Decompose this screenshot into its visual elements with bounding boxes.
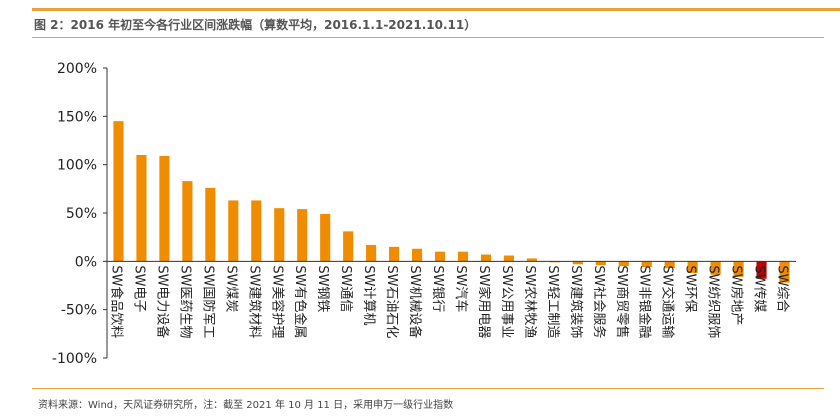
bar-3: [182, 181, 193, 262]
category-label: SW公用事业: [499, 265, 514, 338]
bar-23: [641, 261, 652, 268]
y-tick-label: 200%: [57, 61, 97, 77]
category-label: SW建筑装饰: [568, 265, 584, 338]
category-label: SW环保: [683, 265, 698, 312]
bar-group: [113, 121, 790, 283]
category-label: SW商贸零售: [614, 265, 630, 338]
bar-15: [457, 251, 469, 262]
y-tick-label: 150%: [57, 109, 97, 125]
category-label: SW交通运输: [660, 265, 676, 338]
category-label: SW社会服务: [591, 265, 607, 338]
bar-11: [366, 244, 377, 262]
y-tick-label: 100%: [57, 158, 97, 174]
category-label: SW房地产: [729, 265, 745, 325]
axes-group: -100% -50% 0% 50% 100% 150% 200%: [52, 61, 796, 367]
category-label: SW机械设备: [407, 265, 423, 338]
bar-22: [618, 261, 629, 267]
bar-18: [526, 258, 537, 262]
bar-29: [779, 261, 790, 283]
category-label: SW非银金融: [637, 265, 653, 338]
category-label: SW电力设备: [154, 265, 170, 338]
bar-25: [687, 261, 698, 273]
category-label: SW医药生物: [177, 265, 192, 338]
bar-6: [251, 200, 262, 262]
y-tick-label: 50%: [66, 206, 97, 222]
category-label: SW食品饮料: [108, 265, 124, 338]
category-label: SW钢铁: [315, 265, 330, 312]
category-label: SW家用电器: [476, 265, 492, 338]
bar-0: [113, 121, 124, 262]
bar-28: [756, 261, 767, 279]
title-divider: [32, 37, 824, 38]
bar-7: [274, 208, 285, 262]
category-label: SW综合: [775, 265, 790, 312]
bar-9: [320, 213, 331, 262]
bar-12: [389, 246, 400, 262]
bar-5: [228, 200, 239, 262]
y-tick-label: -100%: [52, 351, 97, 367]
category-label: SW轻工制造: [545, 265, 560, 338]
category-label: SW国防军工: [200, 265, 216, 338]
bar-2: [159, 155, 170, 262]
bar-26: [710, 261, 721, 275]
bar-17: [503, 255, 514, 262]
category-label: SW汽车: [453, 265, 469, 312]
category-label: SW农林牧渔: [522, 265, 537, 338]
category-label: SW美容护理: [269, 265, 285, 338]
category-label: SW煤炭: [223, 265, 238, 312]
source-divider: [32, 388, 824, 389]
y-tick-label: -50%: [61, 303, 97, 319]
category-label: SW纺织服饰: [706, 265, 721, 338]
category-label: SW传媒: [752, 265, 767, 312]
bar-4: [205, 187, 216, 262]
source-note: 资料来源：Wind，天风证券研究所，注：截至 2021 年 10 月 11 日，…: [38, 400, 454, 411]
category-label: SW有色金属: [292, 265, 308, 338]
bar-20: [572, 261, 583, 265]
category-label-group: SW食品饮料 SW电子 SW电力设备 SW医药生物 SW国防军工 SW煤炭 SW建筑材料 SW…: [108, 265, 789, 338]
bar-8: [297, 209, 308, 262]
category-label: SW石油石化: [384, 265, 399, 338]
bar-10: [343, 231, 354, 262]
category-label: SW电子: [131, 265, 146, 312]
category-label: SW计算机: [361, 265, 376, 325]
top-accent-rule: [32, 8, 840, 11]
category-label: SW建筑材料: [246, 265, 262, 338]
y-tick-label: 0%: [75, 254, 97, 270]
bar-13: [412, 248, 423, 262]
bar-27: [733, 261, 744, 277]
bar-14: [434, 251, 446, 262]
bar-24: [664, 261, 675, 269]
figure-title: 图 2：2016 年初至今各行业区间涨跌幅（算数平均，2016.1.1-2021…: [34, 18, 477, 32]
bar-21: [595, 261, 606, 266]
bar-16: [480, 254, 492, 262]
category-label: SW通信: [338, 265, 353, 312]
bar-1: [136, 155, 147, 262]
category-label: SW银行: [430, 265, 445, 312]
